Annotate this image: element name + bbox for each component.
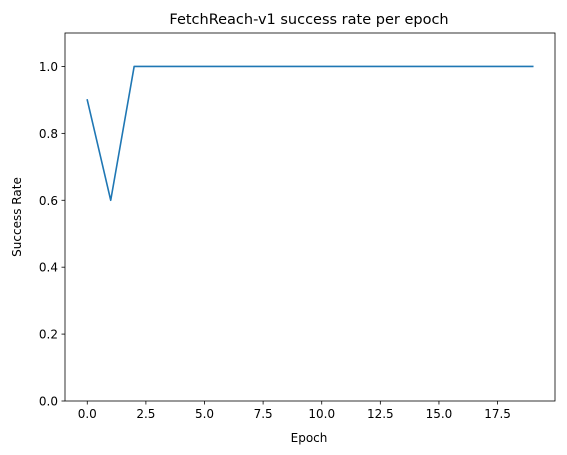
series-line	[86, 65, 534, 202]
data-point	[508, 66, 510, 68]
y-tick-label: 1.0	[39, 60, 58, 74]
x-axis-label: Epoch	[291, 431, 328, 445]
plot-area	[65, 33, 555, 401]
series-layer	[86, 65, 534, 202]
data-point	[344, 66, 346, 68]
chart-title: FetchReach-v1 success rate per epoch	[169, 12, 448, 28]
x-tick-label: 17.5	[484, 407, 511, 421]
y-tick-label: 0.2	[39, 328, 58, 342]
data-point	[532, 66, 534, 68]
x-tick-label: 10.0	[308, 407, 335, 421]
x-axis: 0.0 2.5 5.0 7.5 10.0 12.5 15.0 17.5	[78, 401, 511, 421]
data-point	[180, 66, 182, 68]
data-point	[274, 66, 276, 68]
data-point	[391, 66, 393, 68]
y-tick-label: 0.6	[39, 194, 58, 208]
data-point	[415, 66, 417, 68]
x-tick-label: 15.0	[426, 407, 453, 421]
data-point	[204, 66, 206, 68]
x-tick-label: 5.0	[195, 407, 214, 421]
data-point	[86, 99, 88, 101]
data-point	[438, 66, 440, 68]
data-point	[227, 66, 229, 68]
x-tick-label: 0.0	[78, 407, 97, 421]
y-tick-label: 0.4	[39, 261, 58, 275]
data-point	[368, 66, 370, 68]
plot-frame	[64, 32, 556, 402]
data-point	[321, 66, 323, 68]
data-point	[157, 66, 159, 68]
x-tick-label: 12.5	[367, 407, 394, 421]
y-tick-label: 0.0	[39, 395, 58, 409]
x-tick-label: 7.5	[254, 407, 273, 421]
data-point	[133, 66, 135, 68]
data-point	[462, 66, 464, 68]
y-axis-label: Success Rate	[10, 177, 24, 257]
y-tick-label: 0.8	[39, 127, 58, 141]
data-point	[485, 66, 487, 68]
data-point	[110, 199, 112, 201]
x-tick-label: 2.5	[136, 407, 155, 421]
data-point	[297, 66, 299, 68]
y-axis: 0.0 0.2 0.4 0.6 0.8 1.0	[39, 60, 65, 409]
data-point	[251, 66, 253, 68]
